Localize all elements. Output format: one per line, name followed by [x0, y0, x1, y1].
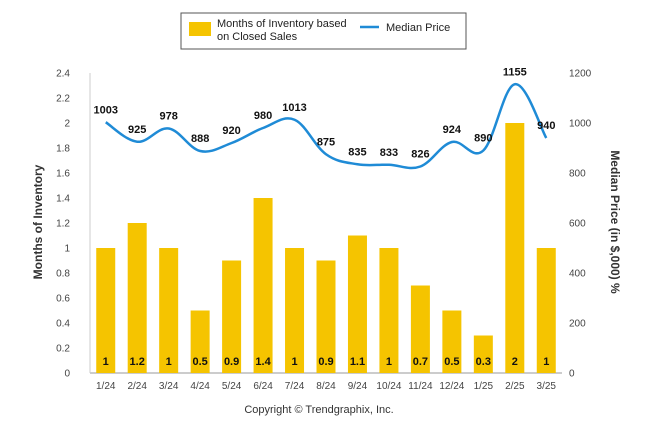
- legend-bar-swatch: [189, 22, 211, 36]
- x-tick-label: 9/24: [348, 381, 368, 392]
- y-tick-label: 0.2: [56, 344, 70, 355]
- bar: [536, 248, 556, 373]
- bar-data-label: 0.5: [192, 356, 207, 368]
- x-tick-label: 2/24: [127, 381, 147, 392]
- bar-data-label: 1.1: [350, 356, 365, 368]
- y-axis-ticks: 0 0.2 0.4 0.6 0.8 1 1.2 1.4 1.6 1.8 2 2.2 2.4: [56, 69, 70, 380]
- y-tick-label: 2.2: [56, 94, 70, 105]
- bar: [127, 223, 147, 373]
- line-data-label: 826: [411, 149, 429, 161]
- line-data-label: 920: [222, 125, 240, 137]
- x-tick-label: 1/24: [96, 381, 116, 392]
- bar-data-label: 1.4: [255, 356, 271, 368]
- x-tick-label: 7/24: [285, 381, 305, 392]
- y2-tick-label: 1000: [569, 119, 592, 130]
- x-tick-label: 3/25: [537, 381, 557, 392]
- y-tick-label: 1.4: [56, 194, 70, 205]
- y-tick-label: 2: [64, 119, 70, 130]
- legend-box: [180, 12, 467, 50]
- y2-axis-ticks: 0 200 400 600 800 1000 1200: [569, 69, 592, 380]
- bar: [379, 248, 399, 373]
- bar-data-label: 1.2: [130, 356, 145, 368]
- bar: [442, 310, 462, 373]
- x-tick-label: 12/24: [439, 381, 464, 392]
- bar: [253, 198, 273, 373]
- x-tick-label: 1/25: [474, 381, 494, 392]
- bar-data-label: 1: [386, 356, 392, 368]
- legend-bar-label-line2: on Closed Sales: [217, 31, 298, 43]
- bar-data-label: 0.9: [224, 356, 239, 368]
- y-tick-label: 0.4: [56, 319, 70, 330]
- bar-data-label: 0.3: [476, 356, 491, 368]
- x-tick-label: 5/24: [222, 381, 242, 392]
- copyright-text: Copyright © Trendgraphix, Inc.: [244, 404, 393, 416]
- x-tick-label: 4/24: [190, 381, 210, 392]
- line-data-label: 940: [537, 120, 555, 132]
- bar: [222, 260, 242, 373]
- y2-tick-label: 200: [569, 319, 586, 330]
- bar-data-label: 1: [543, 356, 549, 368]
- y2-axis-title: Median Price (in $,000) %: [608, 150, 622, 294]
- line-data-label: 890: [474, 133, 492, 145]
- legend-bar-label-line1: Months of Inventory based: [217, 18, 347, 30]
- line-data-label: 875: [317, 136, 335, 148]
- y2-tick-label: 0: [569, 369, 575, 380]
- y-tick-label: 0: [64, 369, 70, 380]
- y-tick-label: 1.2: [56, 219, 70, 230]
- line-data-label: 888: [191, 133, 209, 145]
- line-series: 1003 925 978 888 920 980 1013 875 835 833 826 924 89…: [93, 66, 555, 170]
- legend-line-label: Median Price: [386, 22, 450, 34]
- bar: [473, 335, 493, 373]
- x-tick-label: 2/25: [505, 381, 525, 392]
- y-tick-label: 2.4: [56, 69, 70, 80]
- line-data-label: 1013: [282, 102, 306, 114]
- bar: [316, 260, 336, 373]
- bar: [190, 310, 210, 373]
- y-tick-label: 1.8: [56, 144, 70, 155]
- y-axis-title: Months of Inventory: [31, 164, 45, 279]
- line-data-label: 835: [348, 146, 366, 158]
- y-tick-label: 1.6: [56, 169, 70, 180]
- line-data-label: 925: [128, 124, 146, 136]
- y-tick-label: 1: [64, 244, 70, 255]
- bar-data-label: 1: [166, 356, 172, 368]
- bar-series: 1 1.2 1 0.5 0.9 1.4 1 0.9 1.1 1 0.7 0.5 0.3 2 1: [96, 123, 556, 373]
- y-tick-label: 0.8: [56, 269, 70, 280]
- x-tick-label: 3/24: [159, 381, 179, 392]
- bar-data-label: 0.9: [318, 356, 333, 368]
- bar: [285, 248, 305, 373]
- x-tick-label: 8/24: [316, 381, 336, 392]
- line-data-label: 980: [254, 110, 272, 122]
- bar: [159, 248, 179, 373]
- line-data-label: 1003: [93, 104, 117, 116]
- x-tick-label: 11/24: [408, 381, 433, 392]
- bar-data-label: 0.7: [413, 356, 428, 368]
- y2-tick-label: 600: [569, 219, 586, 230]
- bar-data-label: 2: [512, 356, 518, 368]
- bar: [410, 285, 430, 373]
- x-axis-ticks: 1/24 2/24 3/24 4/24 5/24 6/24 7/24 8/24 9/24 10/2…: [96, 381, 556, 392]
- bar-data-label: 0.5: [444, 356, 459, 368]
- bar-data-label: 1: [103, 356, 109, 368]
- line-data-label: 924: [443, 124, 462, 136]
- line-data-label: 833: [380, 147, 398, 159]
- median-price-line: [105, 83, 548, 170]
- y2-tick-label: 800: [569, 169, 586, 180]
- x-tick-label: 10/24: [376, 381, 401, 392]
- bar-data-label: 1: [291, 356, 297, 368]
- line-data-label: 1155: [503, 66, 527, 78]
- bar: [505, 123, 525, 373]
- y-tick-label: 0.6: [56, 294, 70, 305]
- y2-tick-label: 1200: [569, 69, 592, 80]
- x-tick-label: 6/24: [253, 381, 273, 392]
- legend: Months of Inventory based on Closed Sale…: [180, 12, 467, 50]
- bar: [347, 235, 367, 373]
- y2-tick-label: 400: [569, 269, 586, 280]
- line-data-label: 978: [159, 111, 177, 123]
- bar: [96, 248, 116, 373]
